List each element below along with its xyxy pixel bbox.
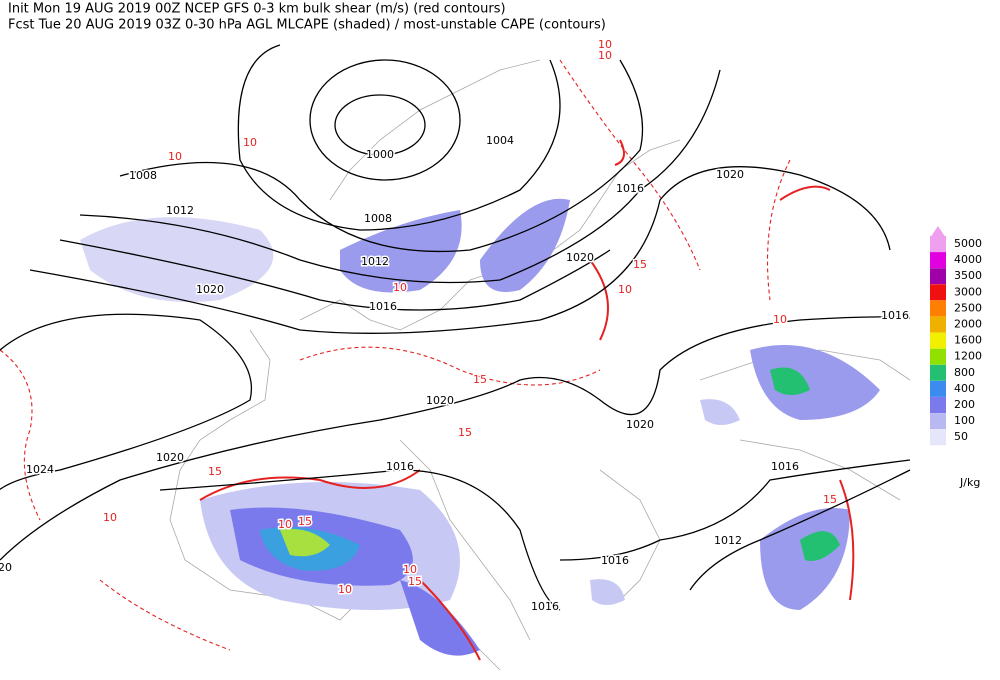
header-line: Init Mon 19 AUG 2019 00Z NCEP GFS 0-3 km… [8, 2, 506, 17]
legend-label: 400 [954, 382, 975, 395]
shear-label: 15 [298, 515, 312, 528]
isobar-label: 1008 [364, 212, 392, 225]
isobar-label: 1012 [714, 534, 742, 547]
isobar-label: 1016 [616, 182, 644, 195]
legend-label: 50 [954, 430, 968, 443]
shear-label: 15 [458, 426, 472, 439]
shear-contours [0, 59, 855, 661]
legend-swatch [930, 413, 946, 430]
isobar-label: 1020 [626, 418, 654, 431]
legend: J/kg 5000 4000 3500 3000 2500 2000 1600 1200 800… [930, 226, 982, 489]
legend-swatch [930, 316, 946, 333]
isobar-label: 1020 [716, 168, 744, 181]
legend-swatch [930, 380, 946, 397]
legend-swatch [930, 348, 946, 365]
legend-swatch [930, 364, 946, 381]
isobar-label: 1008 [129, 169, 157, 182]
shear-label: 15 [823, 493, 837, 506]
legend-swatch [930, 332, 946, 349]
shear-label: 15 [408, 575, 422, 588]
legend-unit: J/kg [959, 476, 980, 489]
isobar-label: 1012 [361, 255, 389, 268]
legend-swatch [930, 397, 946, 413]
shear-label: 10 [773, 313, 787, 326]
shear-label: 10 [403, 563, 417, 576]
isobar-label: 1016 [601, 554, 629, 567]
shear-label: 10 [278, 518, 292, 531]
isobar-label: 1016 [771, 460, 799, 473]
isobar-label: 20 [0, 561, 12, 574]
legend-label: 3500 [954, 269, 982, 282]
legend-label: 1200 [954, 350, 982, 363]
legend-label: 4000 [954, 253, 982, 266]
legend-swatch [930, 252, 946, 269]
isobar-label: 1012 [166, 204, 194, 217]
legend-label: 1600 [954, 334, 982, 347]
shear-label: 15 [473, 373, 487, 386]
shear-label: 15 [208, 465, 222, 478]
shear-label: 15 [633, 258, 647, 271]
cape-shading [80, 198, 880, 656]
shear-label: 10 [598, 49, 612, 62]
legend-swatch [930, 236, 946, 252]
isobar-label: 1020 [426, 394, 454, 407]
isobar-label: 1016 [881, 309, 909, 322]
shear-label: 10 [598, 38, 612, 51]
isobars [0, 44, 911, 611]
isobar-label: 1020 [196, 283, 224, 296]
shear-label: 10 [243, 136, 257, 149]
isobar-label: 1000 [366, 148, 394, 161]
shear-label: 10 [618, 283, 632, 296]
shear-label: 10 [393, 281, 407, 294]
legend-label: 3000 [954, 285, 982, 298]
isobar-label: 1016 [369, 300, 397, 313]
legend-arrow [930, 226, 946, 238]
isobar-label: 1024 [26, 463, 54, 476]
legend-label: 5000 [954, 237, 982, 250]
legend-swatch [930, 284, 946, 301]
shear-label: 10 [338, 583, 352, 596]
legend-swatch [930, 268, 946, 285]
isobar-label: 1016 [531, 600, 559, 613]
legend-swatch [930, 300, 946, 317]
legend-swatch [930, 429, 946, 446]
legend-label: 800 [954, 366, 975, 379]
isobar-label: 1020 [566, 251, 594, 264]
header-line: Fcst Tue 20 AUG 2019 03Z 0-30 hPa AGL ML… [8, 18, 606, 33]
isobar-label: 1004 [486, 134, 514, 147]
legend-label: 100 [954, 414, 975, 427]
legend-label: 200 [954, 398, 975, 411]
legend-label: 2000 [954, 318, 982, 331]
shear-label: 10 [103, 511, 117, 524]
legend-label: 2500 [954, 301, 982, 314]
isobar-label: 1016 [386, 460, 414, 473]
shear-label: 10 [168, 150, 182, 163]
isobar-label: 1020 [156, 451, 184, 464]
